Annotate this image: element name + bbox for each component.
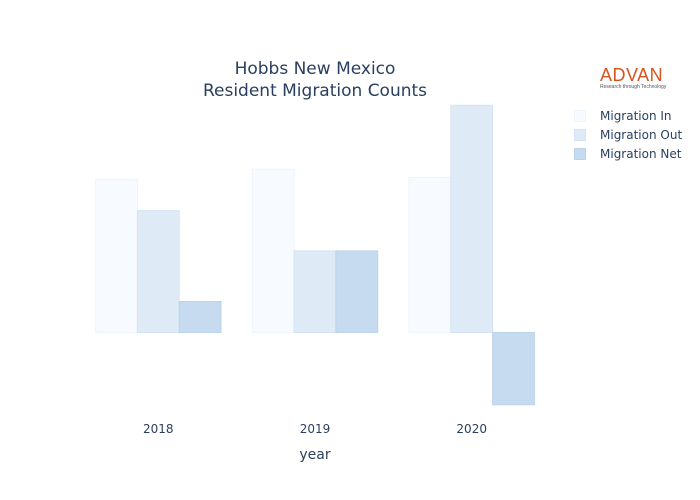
- legend-label: Migration Net: [600, 146, 682, 161]
- bar-migration-in-2019[interactable]: [251, 168, 295, 333]
- x-tick-label: 2019: [300, 422, 331, 436]
- bar-migration-out-2020[interactable]: [450, 104, 494, 333]
- legend-item-migration-net[interactable]: Migration Net: [570, 144, 682, 163]
- legend: Migration In Migration Out Migration Net: [570, 106, 682, 163]
- legend-swatch: [574, 147, 586, 160]
- legend-swatch: [574, 128, 586, 141]
- bar-migration-in-2018[interactable]: [95, 179, 138, 333]
- bar-migration-net-2020[interactable]: [492, 332, 535, 406]
- legend-item-migration-out[interactable]: Migration Out: [570, 125, 682, 144]
- x-tick-label: 2018: [143, 422, 174, 436]
- bar-migration-net-2019[interactable]: [335, 250, 379, 333]
- chart-title: Hobbs New Mexico Resident Migration Coun…: [165, 58, 465, 102]
- legend-label: Migration In: [600, 108, 672, 123]
- chart-title-line-2: Resident Migration Counts: [202, 81, 428, 101]
- legend-item-migration-in[interactable]: Migration In: [570, 106, 682, 125]
- logo-wordmark: ADVAN: [600, 65, 664, 85]
- x-axis-label: year: [299, 447, 331, 463]
- advan-logo: ADVAN Research through Technology: [600, 66, 680, 90]
- logo-tagline: Research through Technology: [600, 84, 667, 90]
- legend-swatch: [574, 109, 586, 122]
- bar-migration-out-2019[interactable]: [293, 250, 337, 333]
- x-tick-label: 2020: [456, 422, 487, 436]
- bar-migration-in-2020[interactable]: [408, 177, 452, 333]
- legend-label: Migration Out: [600, 127, 683, 142]
- bar-migration-net-2018[interactable]: [178, 301, 222, 333]
- bar-migration-out-2018[interactable]: [136, 210, 180, 334]
- chart-title-line-1: Hobbs New Mexico: [234, 59, 396, 79]
